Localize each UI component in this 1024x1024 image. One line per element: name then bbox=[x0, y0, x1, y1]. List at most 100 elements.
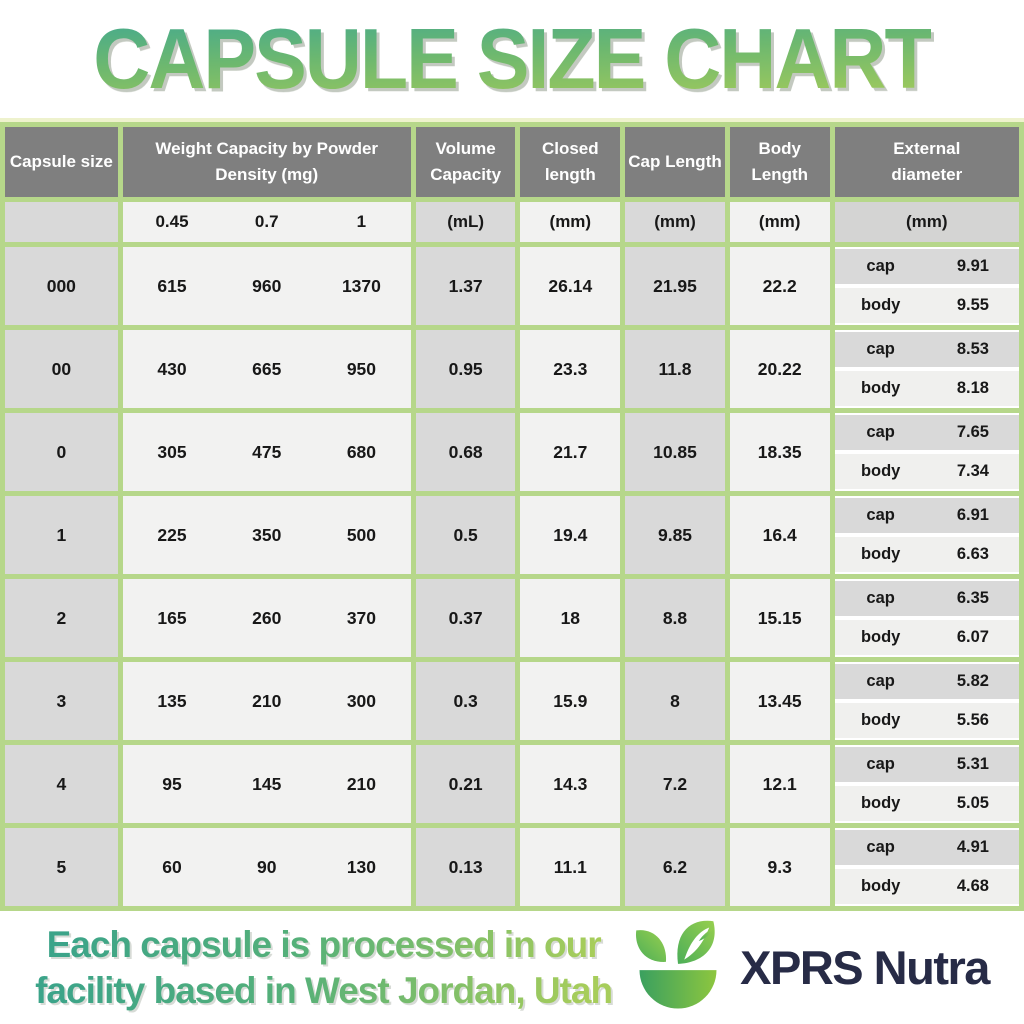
table-row: 5 60 90 130 0.13 11.1 6.2 9.3 cap 4.91 body 4.68 bbox=[5, 828, 1019, 906]
external-body-row: body 8.18 bbox=[834, 371, 1019, 406]
cell-capsule-size: 4 bbox=[5, 745, 118, 823]
external-body-row: body 5.05 bbox=[834, 786, 1019, 821]
cell-external-diameter: cap 9.91 body 9.55 bbox=[834, 247, 1019, 325]
cell-external-diameter: cap 4.91 body 4.68 bbox=[834, 828, 1019, 906]
cell-cap-length: 6.2 bbox=[625, 828, 725, 906]
external-body-row: body 6.63 bbox=[834, 537, 1019, 572]
external-cap-row: cap 6.91 bbox=[834, 498, 1019, 533]
cell-capsule-size: 0 bbox=[5, 413, 118, 491]
cell-capsule-size: 00 bbox=[5, 330, 118, 408]
cell-body-length: 13.45 bbox=[729, 662, 830, 740]
cell-capsule-size: 3 bbox=[5, 662, 118, 740]
cell-external-diameter: cap 5.31 body 5.05 bbox=[834, 745, 1019, 823]
cell-weight-capacity: 165 260 370 bbox=[122, 579, 411, 657]
density-1: 1 bbox=[356, 212, 367, 231]
cell-body-length: 20.22 bbox=[729, 330, 830, 408]
header-external-diameter: External diameter bbox=[834, 127, 1019, 197]
header-body-length: Body Length bbox=[729, 127, 830, 197]
table-row: 2 165 260 370 0.37 18 8.8 15.15 cap 6.35 body 6.0… bbox=[5, 579, 1019, 657]
table-row: 1 225 350 500 0.5 19.4 9.85 16.4 cap 6.91 body 6.… bbox=[5, 496, 1019, 574]
cell-body-length: 22.2 bbox=[729, 247, 830, 325]
footer: Each capsule is processed in our facilit… bbox=[0, 911, 1024, 1024]
header-closed-length: Closed length bbox=[520, 127, 621, 197]
cell-weight-capacity: 135 210 300 bbox=[122, 662, 411, 740]
cell-cap-length: 21.95 bbox=[625, 247, 725, 325]
cell-closed-length: 23.3 bbox=[520, 330, 621, 408]
cell-closed-length: 15.9 bbox=[520, 662, 621, 740]
density-0.7: 0.7 bbox=[254, 212, 279, 231]
unit-body: (mm) bbox=[729, 202, 830, 242]
cell-body-length: 15.15 bbox=[729, 579, 830, 657]
cell-weight-capacity: 95 145 210 bbox=[122, 745, 411, 823]
brand-name: XPRS Nutra bbox=[740, 941, 990, 994]
cell-capsule-size: 1 bbox=[5, 496, 118, 574]
external-cap-row: cap 5.31 bbox=[834, 747, 1019, 782]
cell-volume-capacity: 1.37 bbox=[415, 247, 516, 325]
cell-weight-capacity: 305 475 680 bbox=[122, 413, 411, 491]
cell-cap-length: 11.8 bbox=[625, 330, 725, 408]
unit-volume: (mL) bbox=[415, 202, 516, 242]
cell-volume-capacity: 0.3 bbox=[415, 662, 516, 740]
cell-closed-length: 18 bbox=[520, 579, 621, 657]
page-title: CAPSULE SIZE CHART bbox=[93, 9, 932, 108]
table-row: 0 305 475 680 0.68 21.7 10.85 18.35 cap 7.65 bod… bbox=[5, 413, 1019, 491]
cell-cap-length: 10.85 bbox=[625, 413, 725, 491]
table-row: 4 95 145 210 0.21 14.3 7.2 12.1 cap 5.31 body 5.0… bbox=[5, 745, 1019, 823]
header-row: Capsule size Weight Capacity by Powder D… bbox=[5, 127, 1019, 197]
cell-body-length: 9.3 bbox=[729, 828, 830, 906]
cell-volume-capacity: 0.21 bbox=[415, 745, 516, 823]
external-cap-row: cap 9.91 bbox=[834, 249, 1019, 284]
cell-weight-capacity: 430 665 950 bbox=[122, 330, 411, 408]
cell-capsule-size: 5 bbox=[5, 828, 118, 906]
external-cap-row: cap 7.65 bbox=[834, 415, 1019, 450]
cell-body-length: 16.4 bbox=[729, 496, 830, 574]
header-volume-capacity: Volume Capacity bbox=[415, 127, 516, 197]
page-header: CAPSULE SIZE CHART bbox=[0, 0, 1024, 118]
external-cap-row: cap 4.91 bbox=[834, 830, 1019, 865]
unit-closed: (mm) bbox=[520, 202, 621, 242]
cell-capsule-size: 000 bbox=[5, 247, 118, 325]
cell-closed-length: 26.14 bbox=[520, 247, 621, 325]
table-row: 3 135 210 300 0.3 15.9 8 13.45 cap 5.82 body 5.56 bbox=[5, 662, 1019, 740]
external-cap-row: cap 6.35 bbox=[834, 581, 1019, 616]
cell-body-length: 18.35 bbox=[729, 413, 830, 491]
cell-external-diameter: cap 5.82 body 5.56 bbox=[834, 662, 1019, 740]
tagline-line1: Each capsule is processed in our bbox=[46, 924, 601, 966]
external-body-row: body 5.56 bbox=[834, 703, 1019, 738]
cell-closed-length: 14.3 bbox=[520, 745, 621, 823]
tagline-line2: facility based in West Jordan, Utah bbox=[35, 969, 613, 1011]
unit-row: 0.45 0.7 1 (mL) (mm) (mm) (mm) (mm) bbox=[5, 202, 1019, 242]
external-body-row: body 9.55 bbox=[834, 288, 1019, 323]
header-weight-capacity: Weight Capacity by Powder Density (mg) bbox=[122, 127, 411, 197]
cell-closed-length: 11.1 bbox=[520, 828, 621, 906]
unit-cap: (mm) bbox=[625, 202, 725, 242]
cell-cap-length: 8.8 bbox=[625, 579, 725, 657]
external-cap-row: cap 8.53 bbox=[834, 332, 1019, 367]
density-0.45: 0.45 bbox=[155, 212, 189, 231]
external-body-row: body 7.34 bbox=[834, 454, 1019, 489]
cell-cap-length: 8 bbox=[625, 662, 725, 740]
footer-tagline: Each capsule is processed in our facilit… bbox=[35, 922, 612, 1012]
mortar-leaves-icon bbox=[636, 920, 717, 1009]
cell-volume-capacity: 0.95 bbox=[415, 330, 516, 408]
brand-group: XPRS Nutra bbox=[626, 916, 990, 1020]
cell-weight-capacity: 615 960 1370 bbox=[122, 247, 411, 325]
cell-weight-capacity: 225 350 500 bbox=[122, 496, 411, 574]
header-cap-length: Cap Length bbox=[625, 127, 725, 197]
cell-weight-capacity: 60 90 130 bbox=[122, 828, 411, 906]
cell-external-diameter: cap 7.65 body 7.34 bbox=[834, 413, 1019, 491]
table-row: 00 430 665 950 0.95 23.3 11.8 20.22 cap 8.53 bod… bbox=[5, 330, 1019, 408]
cell-volume-capacity: 0.5 bbox=[415, 496, 516, 574]
cell-closed-length: 21.7 bbox=[520, 413, 621, 491]
cell-volume-capacity: 0.13 bbox=[415, 828, 516, 906]
cell-volume-capacity: 0.68 bbox=[415, 413, 516, 491]
external-body-row: body 6.07 bbox=[834, 620, 1019, 655]
cell-external-diameter: cap 6.91 body 6.63 bbox=[834, 496, 1019, 574]
cell-closed-length: 19.4 bbox=[520, 496, 621, 574]
unit-external: (mm) bbox=[834, 202, 1019, 242]
cell-cap-length: 9.85 bbox=[625, 496, 725, 574]
cell-capsule-size: 2 bbox=[5, 579, 118, 657]
cell-external-diameter: cap 6.35 body 6.07 bbox=[834, 579, 1019, 657]
cell-cap-length: 7.2 bbox=[625, 745, 725, 823]
header-capsule-size: Capsule size bbox=[5, 127, 118, 197]
